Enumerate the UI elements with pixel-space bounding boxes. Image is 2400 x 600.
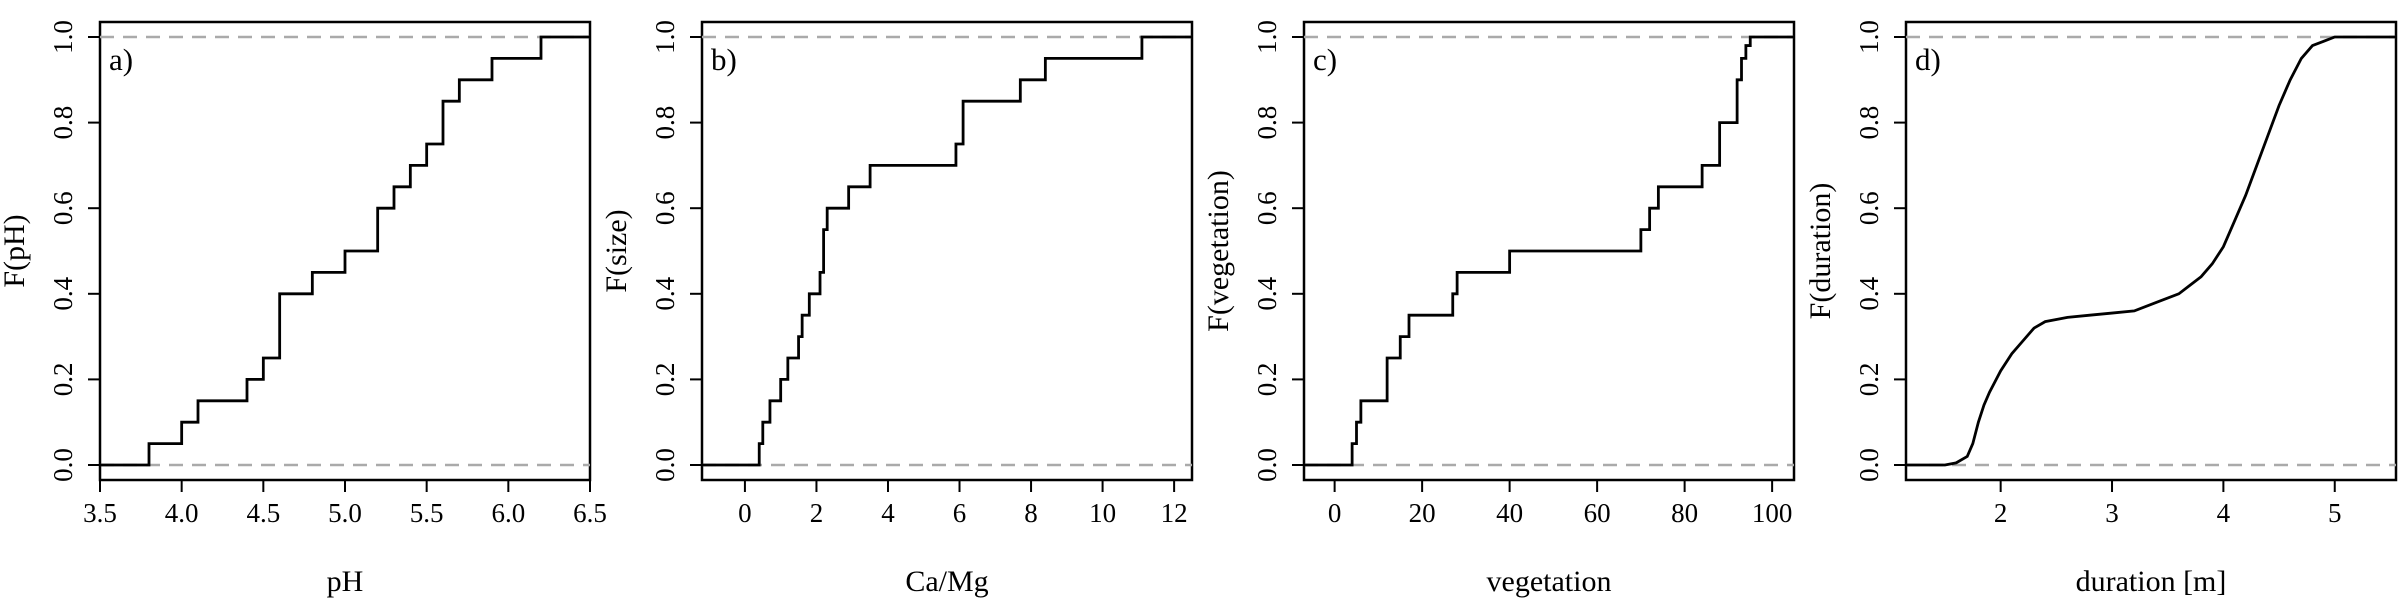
y-tick-label: 0.8 xyxy=(1854,106,1884,140)
x-tick-label: 60 xyxy=(1584,498,1611,528)
y-tick-label: 1.0 xyxy=(1252,20,1282,54)
plot-frame xyxy=(700,20,1194,482)
panel-tag: c) xyxy=(1313,42,1337,77)
x-tick-label: 4.5 xyxy=(246,498,280,528)
x-tick-label: 6 xyxy=(953,498,967,528)
x-tick-label: 4 xyxy=(881,498,895,528)
ecdf-series-line xyxy=(100,35,590,467)
x-tick-label: 5.5 xyxy=(410,498,444,528)
x-tick-label: 100 xyxy=(1752,498,1793,528)
panel-b: 0 2 4 6 8 10 12 0.0 0.2 0.4 0.6 0.8 1.0 Ca/Mg F(size) b… xyxy=(600,20,1194,598)
x-tick-label: 2 xyxy=(810,498,824,528)
y-tick-label: 1.0 xyxy=(1854,20,1884,54)
ecdf-series-line xyxy=(1304,35,1794,467)
x-tick-label: 40 xyxy=(1496,498,1523,528)
x-tick-label: 4.0 xyxy=(165,498,199,528)
y-tick-label: 0.4 xyxy=(650,276,680,310)
y-axis-label: F(duration) xyxy=(1804,183,1837,320)
y-tick-label: 0.6 xyxy=(650,191,680,225)
x-axis-label: duration [m] xyxy=(2076,565,2227,598)
y-axis-label: F(vegetation) xyxy=(1202,170,1235,332)
panel-tag: a) xyxy=(109,42,133,77)
x-tick-label: 3.5 xyxy=(83,498,117,528)
x-tick-label: 6.0 xyxy=(491,498,525,528)
ecdf-series-line xyxy=(702,35,1192,467)
panel-c: 0 20 40 60 80 100 0.0 0.2 0.4 0.6 0.8 1.0 vegetation… xyxy=(1202,20,1796,598)
y-tick-label: 0.2 xyxy=(1252,363,1282,397)
y-tick-label: 0.4 xyxy=(1854,276,1884,310)
x-tick-label: 2 xyxy=(1994,498,2008,528)
x-tick-label: 3 xyxy=(2105,498,2119,528)
x-axis-label: pH xyxy=(327,565,364,598)
x-tick-label: 8 xyxy=(1024,498,1038,528)
plot-frame xyxy=(1302,20,1796,482)
plot-frame xyxy=(1904,20,2398,482)
panel-tag: b) xyxy=(711,42,737,77)
x-axis-label: vegetation xyxy=(1487,565,1612,598)
y-tick-label: 0.0 xyxy=(1854,448,1884,482)
ecdf-series-line xyxy=(1906,35,2396,467)
y-tick-label: 0.4 xyxy=(48,276,78,310)
y-tick-label: 1.0 xyxy=(48,20,78,54)
panel-d: 2 3 4 5 0.0 0.2 0.4 0.6 0.8 1.0 duration [m] F(dura… xyxy=(1804,20,2398,598)
y-tick-label: 0.0 xyxy=(48,448,78,482)
x-tick-label: 20 xyxy=(1409,498,1436,528)
x-tick-label: 10 xyxy=(1089,498,1116,528)
y-axis-label: F(size) xyxy=(600,209,633,292)
y-tick-label: 0.6 xyxy=(1854,191,1884,225)
x-axis-label: Ca/Mg xyxy=(905,565,988,598)
y-tick-label: 0.8 xyxy=(1252,106,1282,140)
x-tick-label: 5 xyxy=(2328,498,2342,528)
x-tick-label: 12 xyxy=(1161,498,1188,528)
y-tick-label: 0.8 xyxy=(650,106,680,140)
panel-tag: d) xyxy=(1915,42,1941,77)
y-tick-label: 0.0 xyxy=(1252,448,1282,482)
x-tick-label: 5.0 xyxy=(328,498,362,528)
y-tick-label: 0.2 xyxy=(48,363,78,397)
x-tick-label: 0 xyxy=(738,498,752,528)
y-tick-label: 1.0 xyxy=(650,20,680,54)
y-axis-label: F(pH) xyxy=(0,214,31,287)
y-tick-label: 0.4 xyxy=(1252,276,1282,310)
y-tick-label: 0.2 xyxy=(650,363,680,397)
y-tick-label: 0.6 xyxy=(1252,191,1282,225)
x-tick-label: 6.5 xyxy=(573,498,607,528)
y-tick-label: 0.0 xyxy=(650,448,680,482)
x-tick-label: 0 xyxy=(1328,498,1342,528)
x-tick-label: 4 xyxy=(2217,498,2231,528)
y-tick-label: 0.6 xyxy=(48,191,78,225)
y-tick-label: 0.2 xyxy=(1854,363,1884,397)
x-tick-label: 80 xyxy=(1671,498,1698,528)
panel-a: 3.5 4.0 4.5 5.0 5.5 6.0 6.5 0.0 0.2 0.4 0.6 0.8 1.0 p… xyxy=(0,20,607,598)
y-tick-label: 0.8 xyxy=(48,106,78,140)
